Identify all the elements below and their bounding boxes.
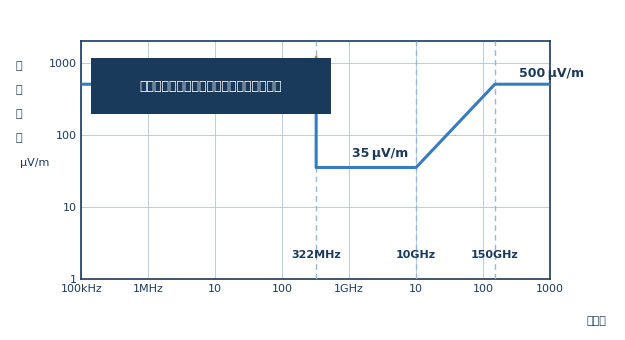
Text: 500 μV/m: 500 μV/m xyxy=(175,67,240,80)
Text: 150GHz: 150GHz xyxy=(471,250,519,260)
Text: 強: 強 xyxy=(16,109,22,119)
Text: 界: 界 xyxy=(16,85,22,95)
Text: 322MHz: 322MHz xyxy=(291,250,341,260)
Text: このレベル以下であれば、免許不要です。: このレベル以下であれば、免許不要です。 xyxy=(140,80,282,92)
Text: 35 μV/m: 35 μV/m xyxy=(352,147,408,160)
Text: μV/m: μV/m xyxy=(20,158,49,168)
Text: 周波数: 周波数 xyxy=(586,317,606,326)
Text: 度: 度 xyxy=(16,133,22,142)
Text: 電: 電 xyxy=(16,61,22,71)
Text: 500 μV/m: 500 μV/m xyxy=(519,67,584,80)
Text: 10GHz: 10GHz xyxy=(396,250,436,260)
